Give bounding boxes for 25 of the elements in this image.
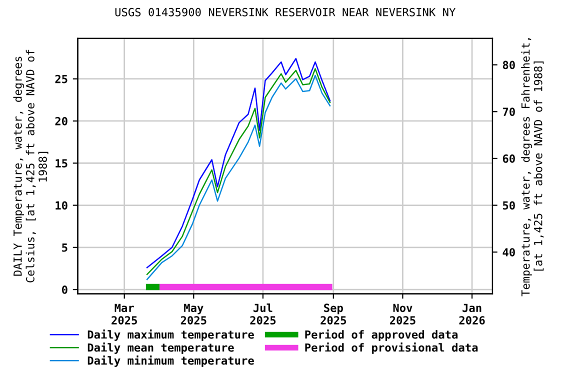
legend-label: Daily maximum temperature [88,330,254,341]
y2-tick-label: 70 [502,108,515,116]
y2-axis-title: Temperature, water, degrees Fahrenheit, [at 1,425 ft above NAVD of 1988] [521,38,544,296]
chart-title: USGS 01435900 NEVERSINK RESERVOIR NEAR NEVERSINK NY [115,8,456,16]
y2-tick-label: 60 [502,154,515,163]
y-axis-title: DAILY Temperature, water, degrees Celsius, [at 1,425 ft above NAVD of 1988] [13,50,48,282]
x-tick-label: Sep 2025 [320,304,346,325]
x-tick-label: Jan 2026 [459,304,485,325]
x-tick-label: Mar 2025 [112,304,137,325]
legend-label: Daily mean temperature [88,342,234,354]
y-tick-label: 10 [56,201,68,210]
y-tick-label: 25 [55,74,68,84]
legend-label: Daily minimum temperature [88,356,254,367]
y-tick-label: 0 [62,286,68,294]
x-tick-label: May 2025 [180,304,206,325]
y2-tick-label: 80 [502,60,515,70]
y2-tick-label: 50 [502,201,515,210]
y-tick-label: 5 [62,244,68,252]
legend-label: Period of provisional data [305,342,478,354]
y-tick-label: 15 [56,159,68,168]
x-tick-label: Nov 2025 [390,304,416,325]
legend-label: Period of approved data [305,330,458,341]
x-tick-label: Jul 2025 [250,303,276,325]
y2-tick-label: 40 [502,248,515,256]
y-tick-label: 20 [55,116,68,126]
